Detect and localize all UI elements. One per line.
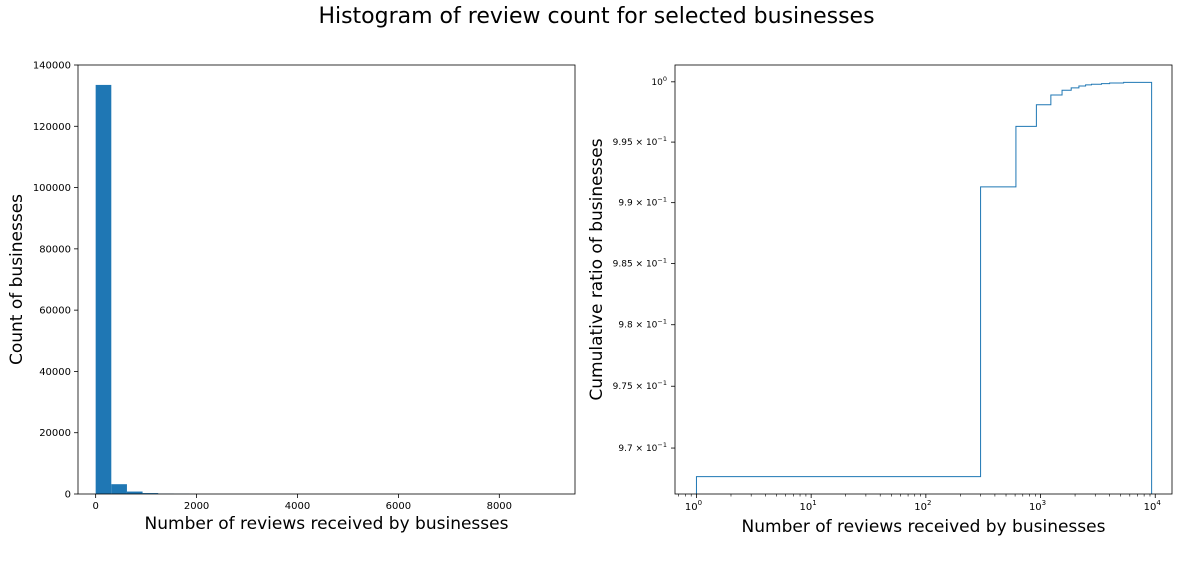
right-y-tick-label: 9.95 × 10−1 — [613, 135, 667, 148]
right-y-tick-label: 9.75 × 10−1 — [613, 379, 667, 392]
left-y-tick-label: 100000 — [33, 183, 71, 194]
left-x-tick-label: 0 — [92, 501, 98, 512]
right-x-tick-label: 104 — [1144, 499, 1162, 513]
left-y-tick-label: 0 — [65, 490, 71, 501]
right-x-tick-label: 100 — [685, 499, 702, 513]
right-x-tick-label: 101 — [800, 499, 817, 513]
histogram-bar — [142, 493, 159, 494]
left-x-tick-label: 2000 — [184, 501, 209, 512]
left-x-tick-label: 6000 — [386, 501, 411, 512]
cumulative-step-line — [695, 81, 1153, 494]
left-y-axis-label: Count of businesses — [7, 194, 27, 365]
left-y-tick-label: 60000 — [39, 306, 71, 317]
left-plot-frame — [77, 64, 576, 495]
histogram-bar — [126, 491, 143, 494]
right-y-tick-label: 9.8 × 10−1 — [618, 318, 667, 331]
right-plot-frame — [674, 64, 1173, 495]
right-y-tick-label: 9.85 × 10−1 — [613, 257, 667, 270]
right-y-tick-label: 100 — [651, 75, 667, 88]
left-x-axis-label: Number of reviews received by businesses — [145, 514, 509, 534]
figure-title: Histogram of review count for selected b… — [318, 4, 875, 29]
left-y-tick-label: 140000 — [33, 61, 71, 72]
right-y-axis-label: Cumulative ratio of businesses — [587, 138, 607, 400]
right-x-axis-label: Number of reviews received by businesses — [742, 517, 1106, 537]
right-y-tick-label: 9.7 × 10−1 — [618, 441, 667, 454]
right-y-tick-label: 9.9 × 10−1 — [618, 196, 667, 209]
left-x-tick-label: 8000 — [487, 501, 512, 512]
right-x-tick-label: 103 — [1029, 499, 1046, 513]
left-x-tick-label: 4000 — [285, 501, 310, 512]
left-y-tick-label: 20000 — [39, 428, 71, 439]
left-y-tick-label: 40000 — [39, 367, 71, 378]
left-y-tick-label: 80000 — [39, 244, 71, 255]
histogram-bar — [111, 484, 127, 494]
histogram-bar — [95, 84, 112, 495]
right-x-tick-label: 102 — [914, 499, 931, 513]
left-y-tick-label: 120000 — [33, 122, 71, 133]
